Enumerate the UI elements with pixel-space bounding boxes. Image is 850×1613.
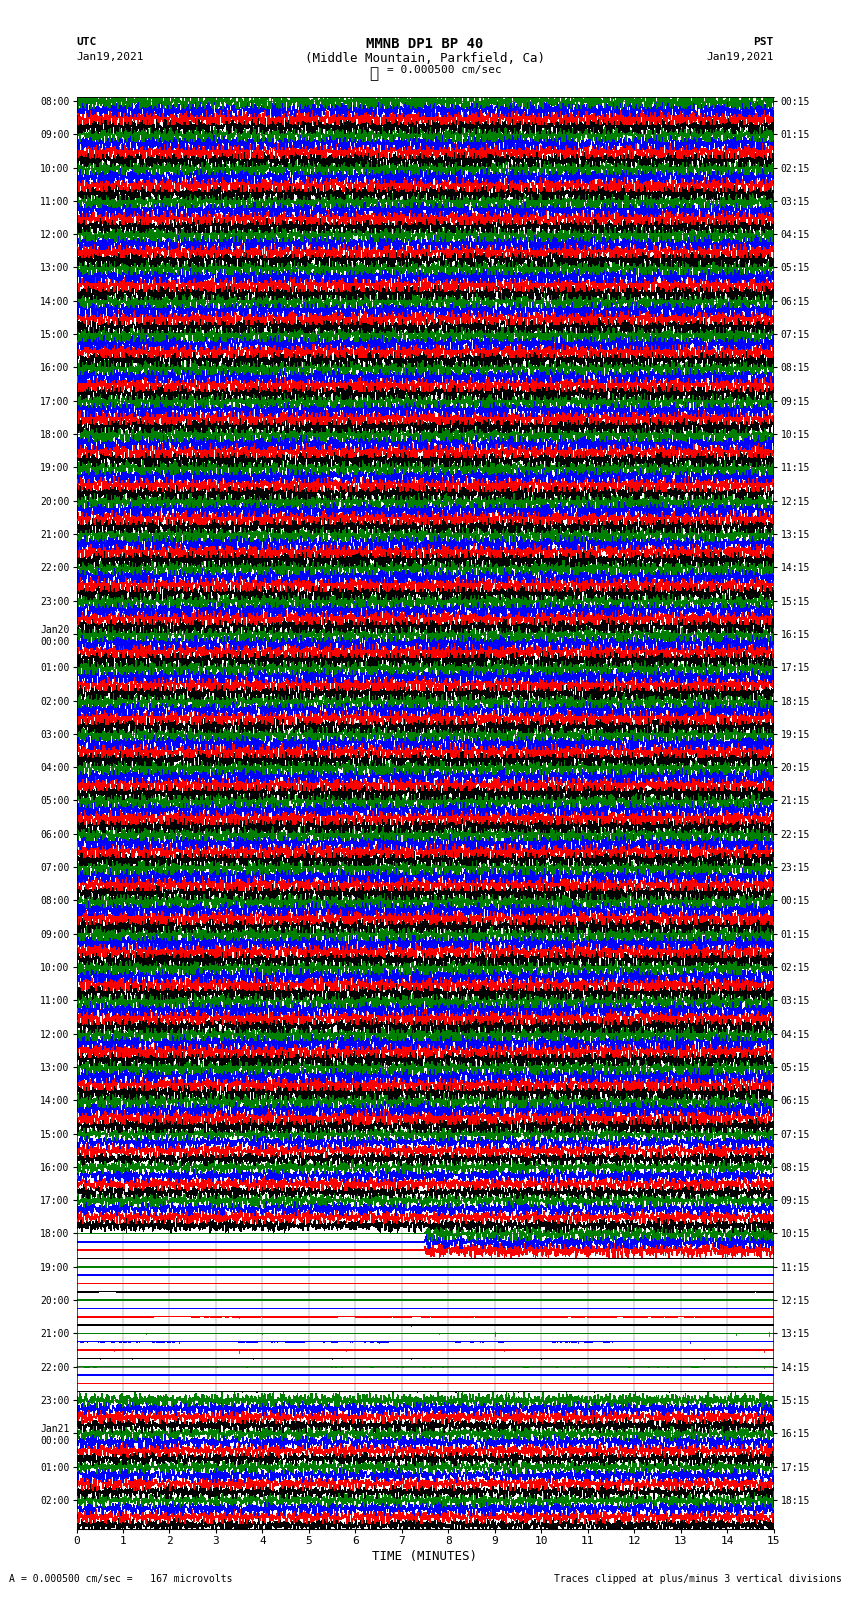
Text: UTC: UTC — [76, 37, 97, 47]
Text: Traces clipped at plus/minus 3 vertical divisions: Traces clipped at plus/minus 3 vertical … — [553, 1574, 842, 1584]
Text: PST: PST — [753, 37, 774, 47]
Text: ⎹: ⎹ — [370, 66, 378, 81]
Text: A: A — [8, 1574, 14, 1584]
Text: MMNB DP1 BP 40: MMNB DP1 BP 40 — [366, 37, 484, 52]
Text: = 0.000500 cm/sec =   167 microvolts: = 0.000500 cm/sec = 167 microvolts — [21, 1574, 233, 1584]
Text: = 0.000500 cm/sec: = 0.000500 cm/sec — [387, 65, 501, 74]
Text: (Middle Mountain, Parkfield, Ca): (Middle Mountain, Parkfield, Ca) — [305, 52, 545, 65]
Text: Jan19,2021: Jan19,2021 — [706, 52, 774, 61]
X-axis label: TIME (MINUTES): TIME (MINUTES) — [372, 1550, 478, 1563]
Text: Jan19,2021: Jan19,2021 — [76, 52, 144, 61]
